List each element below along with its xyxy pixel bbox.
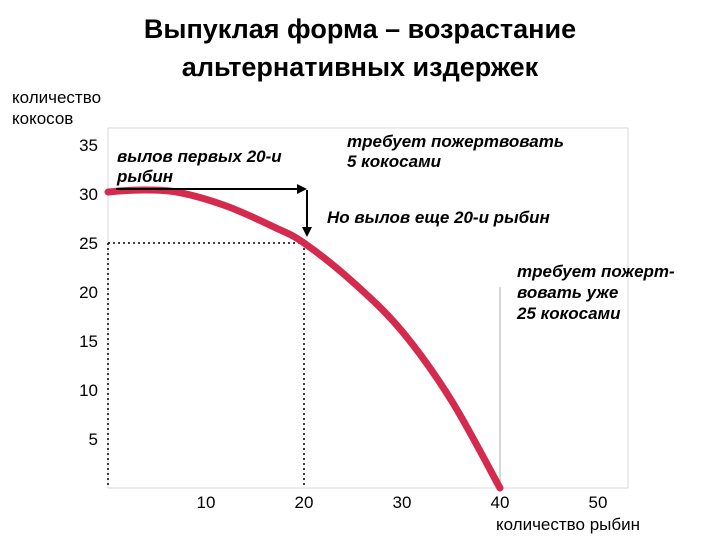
y-tick-label: 10 bbox=[79, 381, 98, 400]
x-tick-label: 40 bbox=[491, 493, 510, 512]
title-line-2: альтернативных издержек bbox=[181, 52, 539, 82]
ppf-curve bbox=[104, 186, 504, 492]
x-tick-label: 10 bbox=[197, 493, 216, 512]
annotation-sacrifice-5-line-2: 5 кокосами bbox=[347, 152, 442, 171]
annotation-sacrifice-25-line-1: требует пожерт- bbox=[517, 262, 675, 281]
y-tick-label: 25 bbox=[79, 234, 98, 253]
x-tick-label: 20 bbox=[295, 493, 314, 512]
x-tick-label: 50 bbox=[589, 493, 608, 512]
reference-lines bbox=[107, 242, 501, 488]
annotation-sacrifice-5-line-1: требует пожертвовать bbox=[347, 132, 564, 151]
slide-title: Выпуклая форма – возрастание альтернатив… bbox=[0, 10, 720, 86]
y-tick-label: 20 bbox=[79, 283, 98, 302]
annotation-first-catch-line-2: рыбин bbox=[116, 167, 173, 186]
y-axis-title-line-2: кокосов bbox=[12, 109, 73, 128]
title-line-1: Выпуклая форма – возрастание bbox=[143, 14, 577, 44]
y-tick-label: 30 bbox=[79, 185, 98, 204]
annotation-first-catch-line-1: вылов первых 20-и bbox=[117, 147, 282, 166]
x-tick-label: 30 bbox=[393, 493, 412, 512]
y-tick-label: 15 bbox=[79, 332, 98, 351]
axis-ticks: 10 20 30 40 50 5 10 15 20 25 30 35 bbox=[79, 136, 607, 512]
y-tick-label: 5 bbox=[89, 430, 98, 449]
y-tick-label: 35 bbox=[79, 136, 98, 155]
annotation-sacrifice-25-line-2: вовать уже bbox=[517, 283, 618, 302]
x-axis-title: количество рыбин bbox=[496, 515, 640, 534]
y-axis-title-line-1: количество bbox=[12, 88, 101, 107]
annotation-sacrifice-25-line-3: 25 кокосами bbox=[516, 304, 621, 323]
annotation-next-catch: Но вылов еще 20-и рыбин bbox=[327, 208, 550, 227]
